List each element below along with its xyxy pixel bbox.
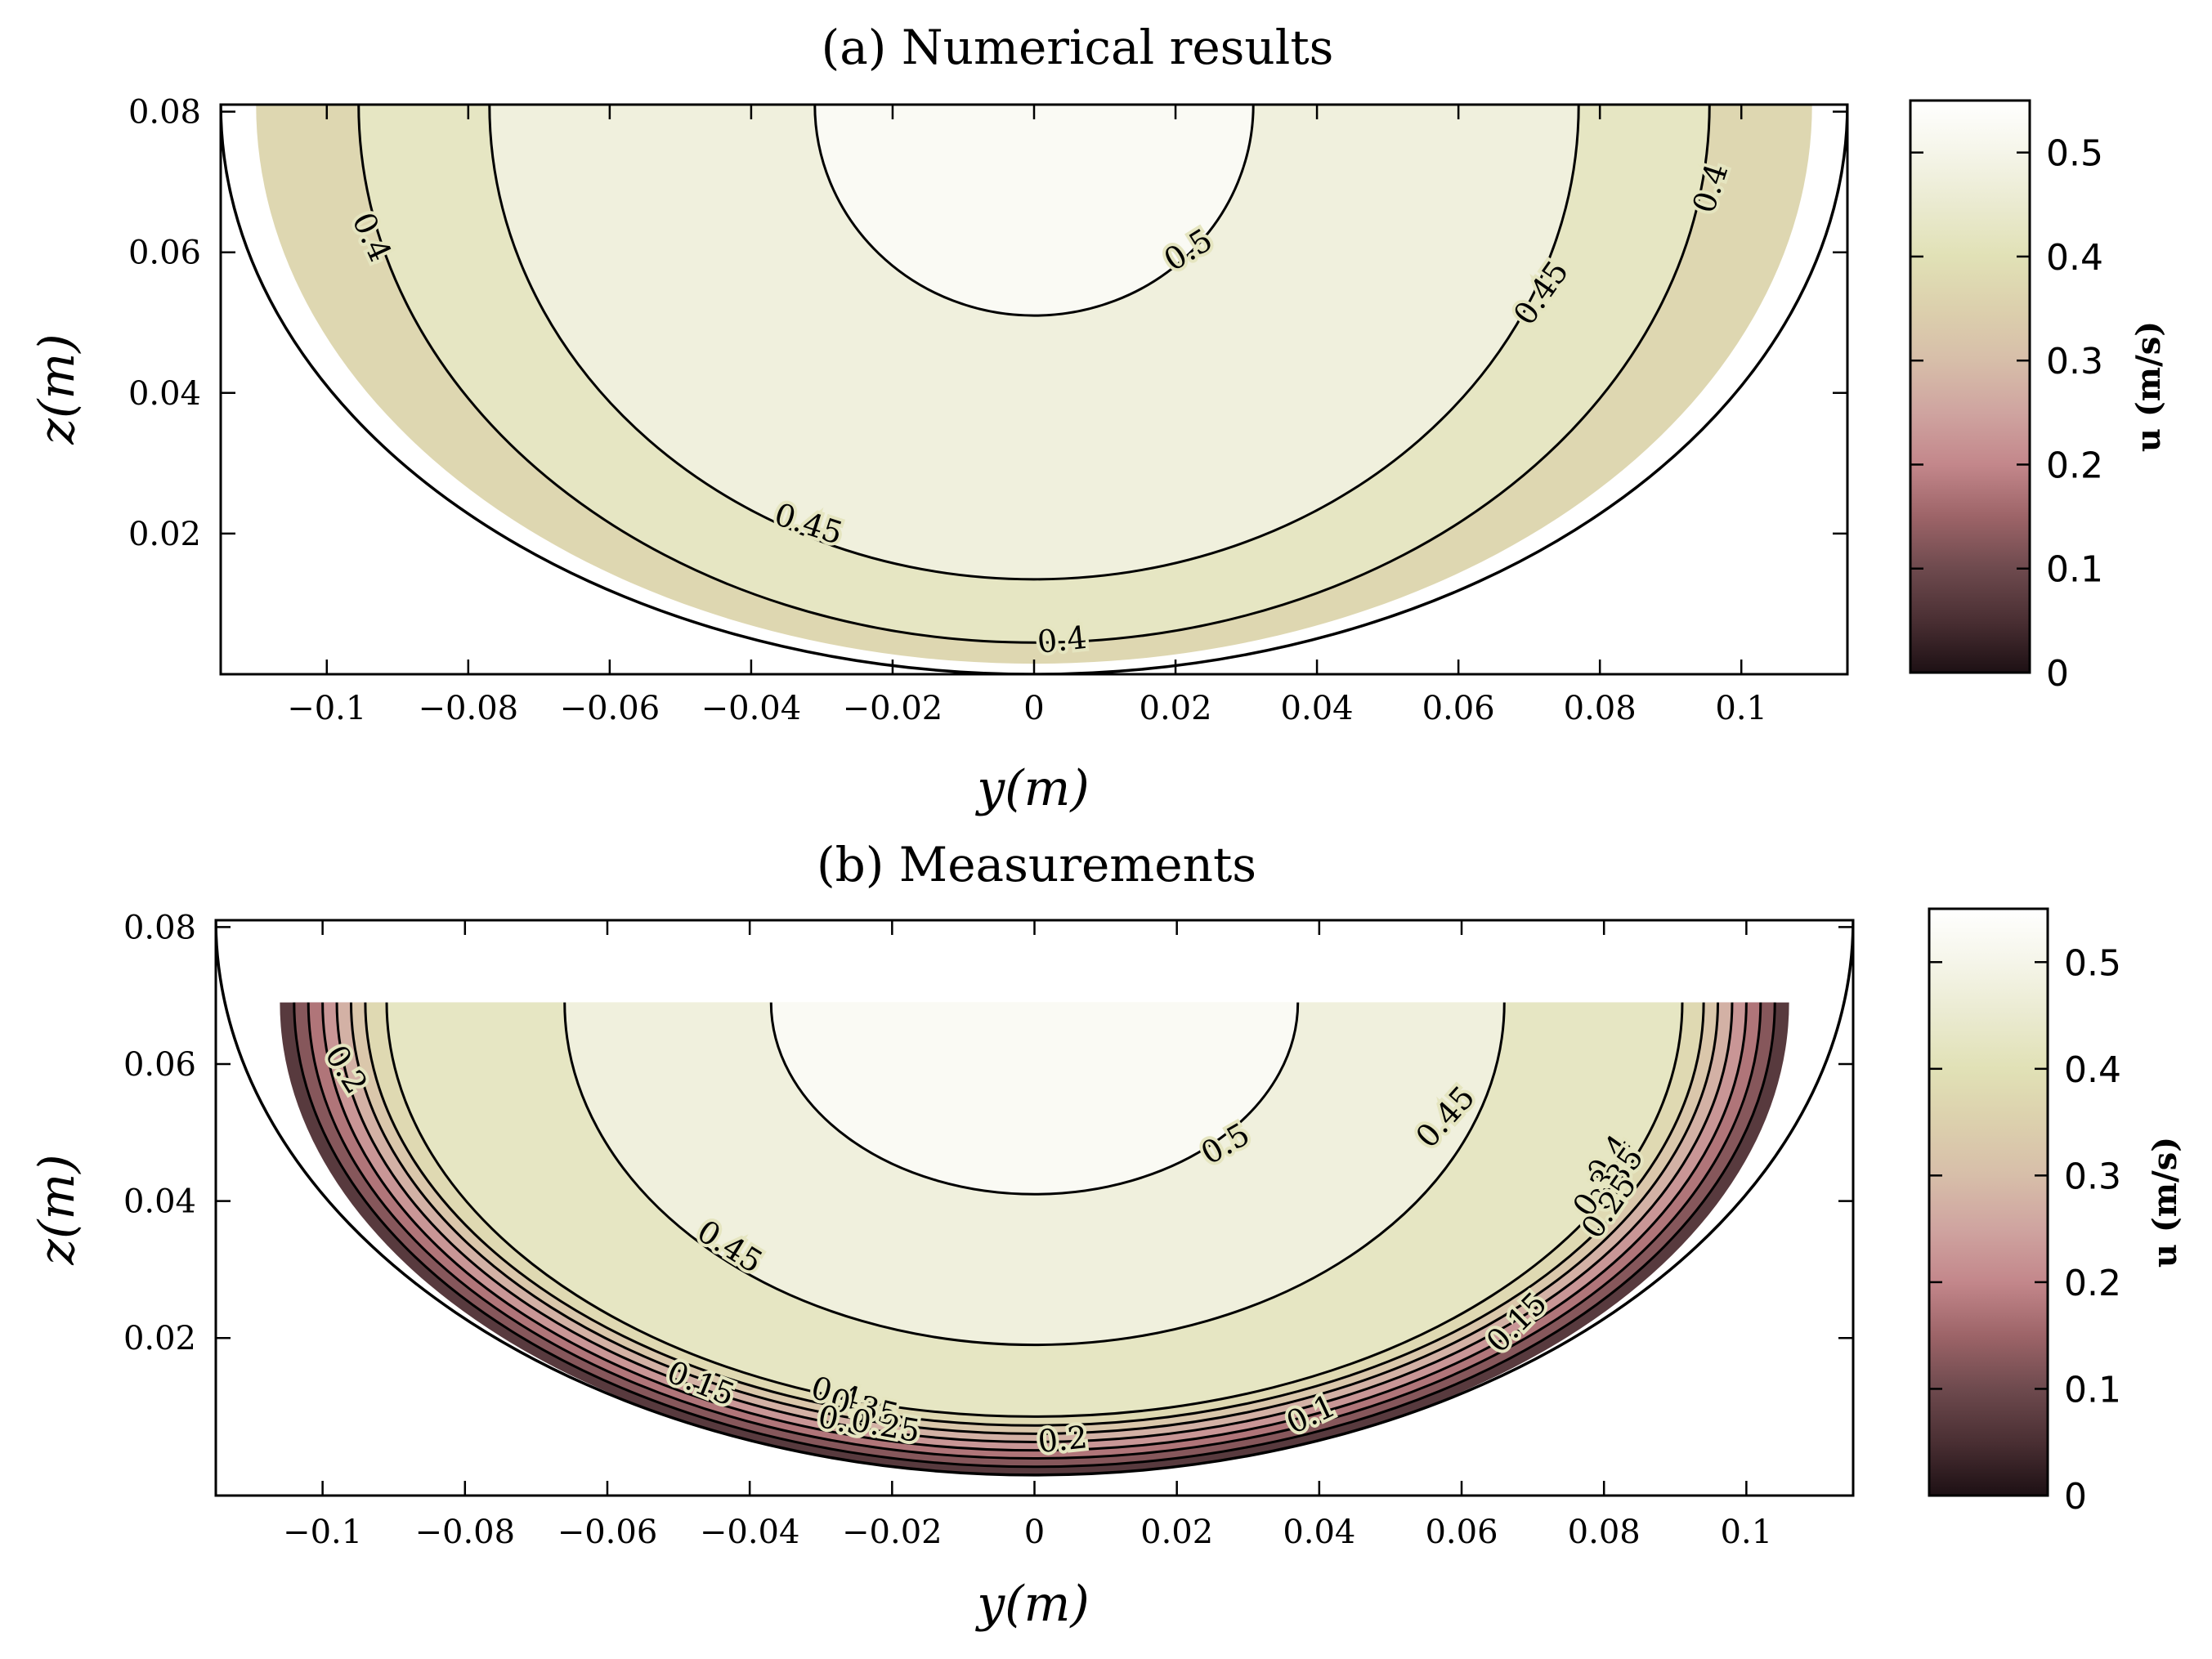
x-tick-label: 0.08 — [1568, 1514, 1641, 1551]
colorbar-tick-label: 0.2 — [2046, 445, 2103, 486]
colorbar-tick-label: 0.1 — [2046, 549, 2103, 591]
filled-region-0.5 — [771, 1002, 1298, 1195]
x-tick-label: 0.04 — [1283, 1514, 1355, 1551]
contour-label: 0.4 — [1036, 619, 1089, 660]
colorbar-label: u (m/s) — [2129, 321, 2168, 452]
pipe-boundary — [216, 920, 1853, 1477]
y-tick-label: 0.08 — [123, 909, 196, 946]
contour-line-0.45 — [488, 105, 1580, 581]
contour-line-0.15 — [307, 1002, 1762, 1460]
contour-line-0.5 — [813, 105, 1255, 317]
colorbar-tick-label: 0.5 — [2064, 942, 2121, 984]
panel-b: 0.5 0.450.450.20.15 0.40.350.30.25 0.2 0.10.… — [29, 837, 2184, 1633]
y-tick-label: 0.02 — [128, 516, 201, 553]
colorbar-tick-label: 0.1 — [2064, 1369, 2121, 1411]
contour-line-0.35 — [364, 1002, 1705, 1428]
x-axis-label: y(m) — [974, 1576, 1090, 1633]
x-tick-label: −0.02 — [842, 1514, 943, 1551]
chart-title: (b) Measurements — [817, 837, 1256, 892]
x-tick-label: −0.04 — [700, 1514, 800, 1551]
x-tick-label: −0.1 — [287, 690, 366, 727]
colorbar — [1928, 907, 2049, 1497]
x-tick-label: 0.1 — [1715, 690, 1767, 727]
x-tick-label: 0.02 — [1140, 690, 1212, 727]
plot-area: 0.5 0.450.450.20.15 0.40.350.30.25 0.2 0.10.… — [216, 920, 1853, 1477]
contour-label: 0.2 — [1037, 1419, 1090, 1460]
x-tick-label: 0.04 — [1281, 690, 1354, 727]
colorbar-tick-label: 0.2 — [2064, 1263, 2121, 1304]
x-tick-label: −0.06 — [557, 1514, 658, 1551]
y-tick-label: 0.08 — [128, 94, 201, 132]
colorbar-tick-label: 0.4 — [2046, 237, 2103, 279]
x-tick-label: 0.06 — [1422, 690, 1495, 727]
x-tick-label: 0.08 — [1564, 690, 1637, 727]
chart-title: (a) Numerical results — [822, 20, 1334, 75]
contour-line-0.25 — [335, 1002, 1734, 1443]
y-tick-label: 0.04 — [128, 375, 201, 413]
x-tick-label: 0.1 — [1721, 1514, 1773, 1551]
plot-area: 0.50.450.450.40.40.4 — [221, 105, 1847, 674]
colorbar-tick-label: 0.4 — [2064, 1049, 2121, 1091]
filled-region-0.5 — [814, 105, 1254, 316]
colorbar-tick-label: 0.3 — [2064, 1156, 2121, 1197]
y-tick-label: 0.04 — [123, 1183, 196, 1221]
y-axis-label: z(m) — [29, 333, 86, 445]
colorbar-tick-label: 0.3 — [2046, 341, 2103, 382]
x-tick-label: −0.1 — [283, 1514, 362, 1551]
x-tick-label: −0.04 — [701, 690, 802, 727]
colorbar-label: u (m/s) — [2146, 1137, 2184, 1268]
colorbar-tick-label: 0.5 — [2046, 133, 2103, 175]
colorbar — [1909, 99, 2031, 674]
x-tick-label: −0.06 — [560, 690, 660, 727]
contour-line-0.5 — [769, 1002, 1300, 1196]
x-tick-label: −0.08 — [415, 1514, 516, 1551]
contour-line-0.4 — [385, 1002, 1684, 1418]
x-tick-label: 0.06 — [1425, 1514, 1498, 1551]
colorbar-tick-label: 0 — [2064, 1476, 2087, 1518]
panel-a: 0.50.450.450.40.40.4 −0.1 −0.08 −0.06 −0.04 −… — [29, 20, 2168, 817]
colorbar-tick-label: 0 — [2046, 653, 2069, 695]
x-tick-label: 0.02 — [1140, 1514, 1213, 1551]
y-tick-label: 0.02 — [123, 1320, 196, 1357]
y-tick-label: 0.06 — [128, 235, 201, 272]
y-tick-label: 0.06 — [123, 1046, 196, 1084]
contour-line-0.2 — [321, 1002, 1748, 1452]
x-tick-label: −0.02 — [843, 690, 943, 727]
x-tick-label: 0 — [1023, 690, 1044, 727]
filled-region-0.45 — [489, 105, 1579, 579]
x-axis-label: y(m) — [974, 760, 1090, 817]
x-tick-label: 0 — [1024, 1514, 1045, 1551]
x-tick-label: −0.08 — [419, 690, 519, 727]
y-axis-label: z(m) — [29, 1154, 86, 1265]
